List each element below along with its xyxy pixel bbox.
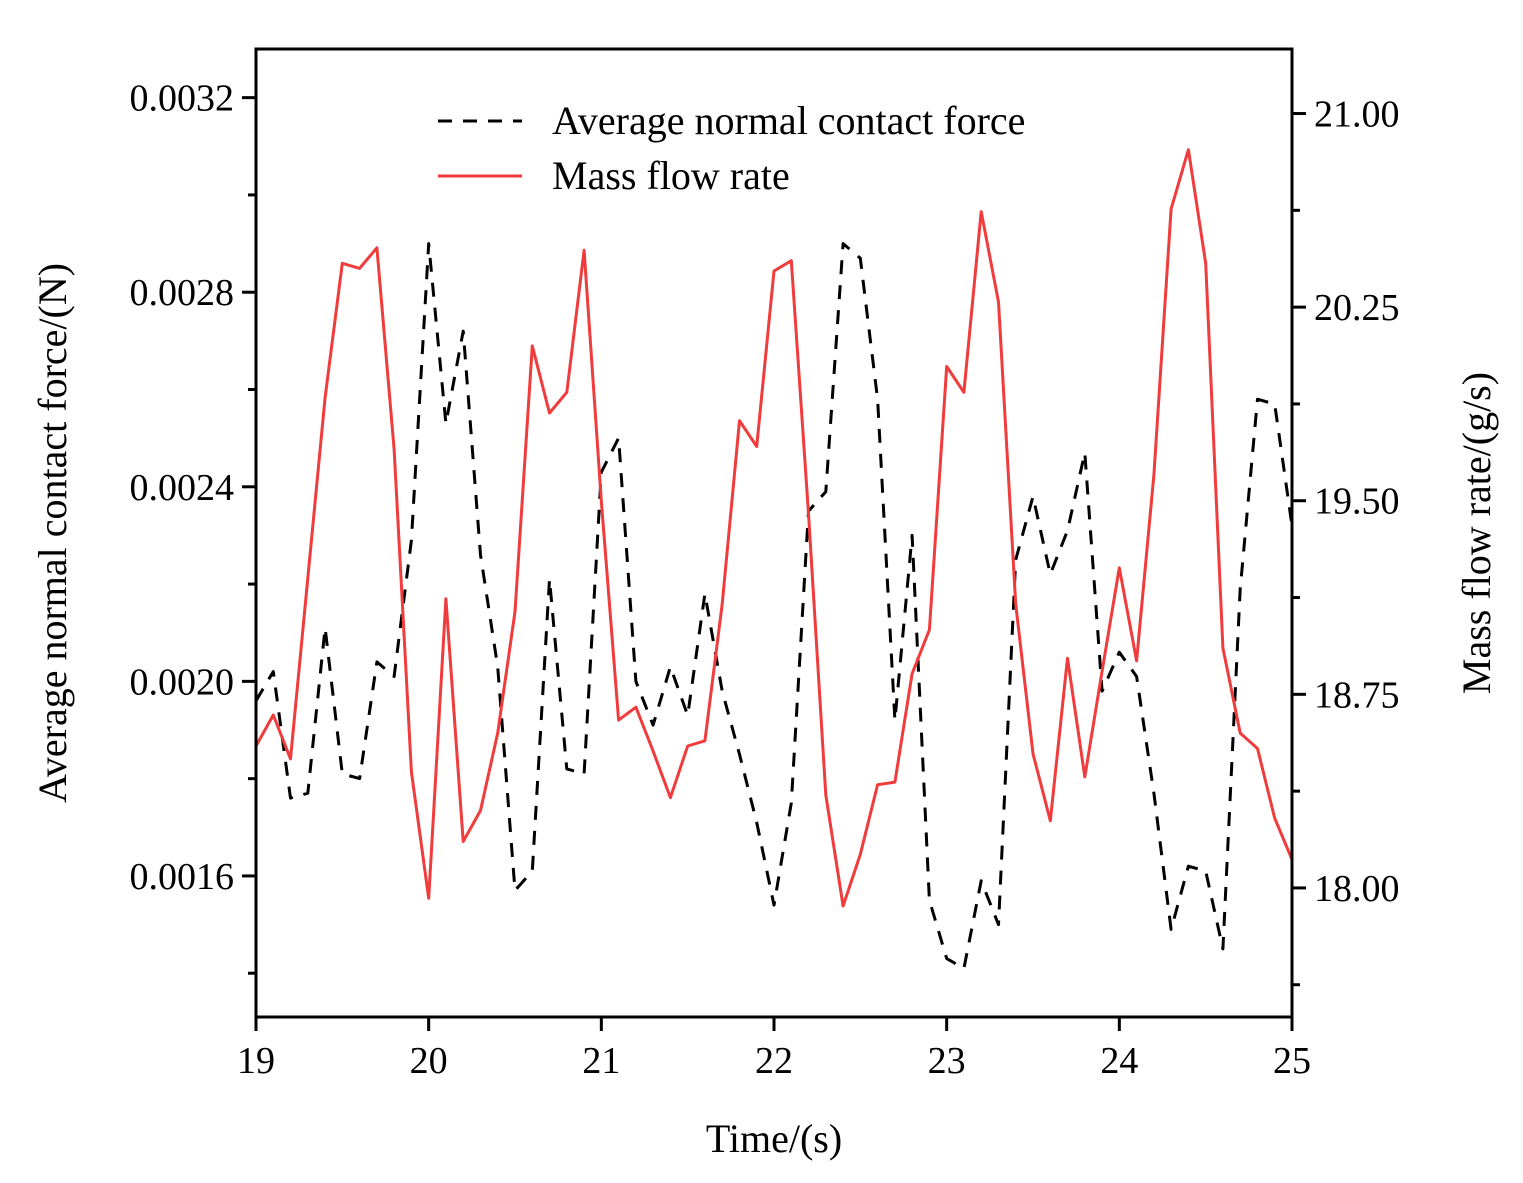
x-tick-label: 23: [928, 1040, 966, 1082]
x-tick-label: 22: [755, 1040, 793, 1082]
y-left-tick-label: 0.0020: [130, 661, 235, 703]
y-right-tick-label: 19.50: [1314, 481, 1400, 523]
y-right-tick-label: 18.00: [1314, 868, 1400, 910]
series-line-mass-flow-rate: [254, 148, 1294, 908]
x-tick-label: 20: [410, 1040, 448, 1082]
y-right-tick-label: 20.25: [1314, 287, 1400, 329]
plot-lines: [254, 148, 1294, 970]
y-right-tick-label: 18.75: [1314, 674, 1400, 716]
y-right-tick-label: 21.00: [1314, 94, 1400, 136]
y-right-axis-title: Mass flow rate/(g/s): [1454, 372, 1499, 694]
y-left-tick-label: 0.0028: [130, 272, 235, 314]
legend: Average normal contact force Mass flow r…: [438, 98, 1025, 198]
legend-label-force: Average normal contact force: [552, 98, 1025, 143]
x-tick-label: 25: [1273, 1040, 1311, 1082]
series-line-average-normal-contact-force: [254, 242, 1294, 970]
x-axis-title: Time/(s): [706, 1116, 842, 1161]
x-tick-label: 19: [237, 1040, 275, 1082]
y-left-axis-title: Average normal contact force/(N): [30, 263, 75, 803]
legend-label-mass-flow: Mass flow rate: [552, 153, 790, 198]
y-left-tick-label: 0.0016: [130, 856, 235, 898]
x-tick-label: 24: [1100, 1040, 1138, 1082]
ticks: 19 20 21 22 23 24 25 0.0016 0.0020 0.0024 0.0028 0.…: [130, 78, 1400, 1082]
y-left-tick-label: 0.0024: [130, 467, 235, 509]
x-tick-label: 21: [582, 1040, 620, 1082]
y-left-tick-label: 0.0032: [130, 78, 235, 120]
